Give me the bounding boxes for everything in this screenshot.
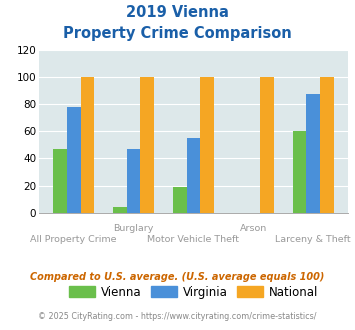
Bar xyxy=(141,77,154,213)
Text: Motor Vehicle Theft: Motor Vehicle Theft xyxy=(147,235,240,244)
Bar xyxy=(113,208,127,213)
Text: © 2025 CityRating.com - https://www.cityrating.com/crime-statistics/: © 2025 CityRating.com - https://www.city… xyxy=(38,312,317,321)
Text: All Property Crime: All Property Crime xyxy=(31,235,117,244)
Bar xyxy=(127,149,141,213)
Legend: Vienna, Virginia, National: Vienna, Virginia, National xyxy=(64,281,323,303)
Bar xyxy=(320,77,334,213)
Bar xyxy=(187,138,200,213)
Bar xyxy=(293,131,306,213)
Text: Arson: Arson xyxy=(240,224,267,233)
Text: Compared to U.S. average. (U.S. average equals 100): Compared to U.S. average. (U.S. average … xyxy=(30,272,325,282)
Bar xyxy=(81,77,94,213)
Bar xyxy=(200,77,214,213)
Bar xyxy=(306,94,320,213)
Bar xyxy=(53,149,67,213)
Text: Larceny & Theft: Larceny & Theft xyxy=(275,235,351,244)
Text: Property Crime Comparison: Property Crime Comparison xyxy=(63,26,292,41)
Bar xyxy=(173,187,187,213)
Text: 2019 Vienna: 2019 Vienna xyxy=(126,5,229,20)
Text: Burglary: Burglary xyxy=(113,224,154,233)
Bar xyxy=(260,77,274,213)
Bar xyxy=(67,107,81,213)
